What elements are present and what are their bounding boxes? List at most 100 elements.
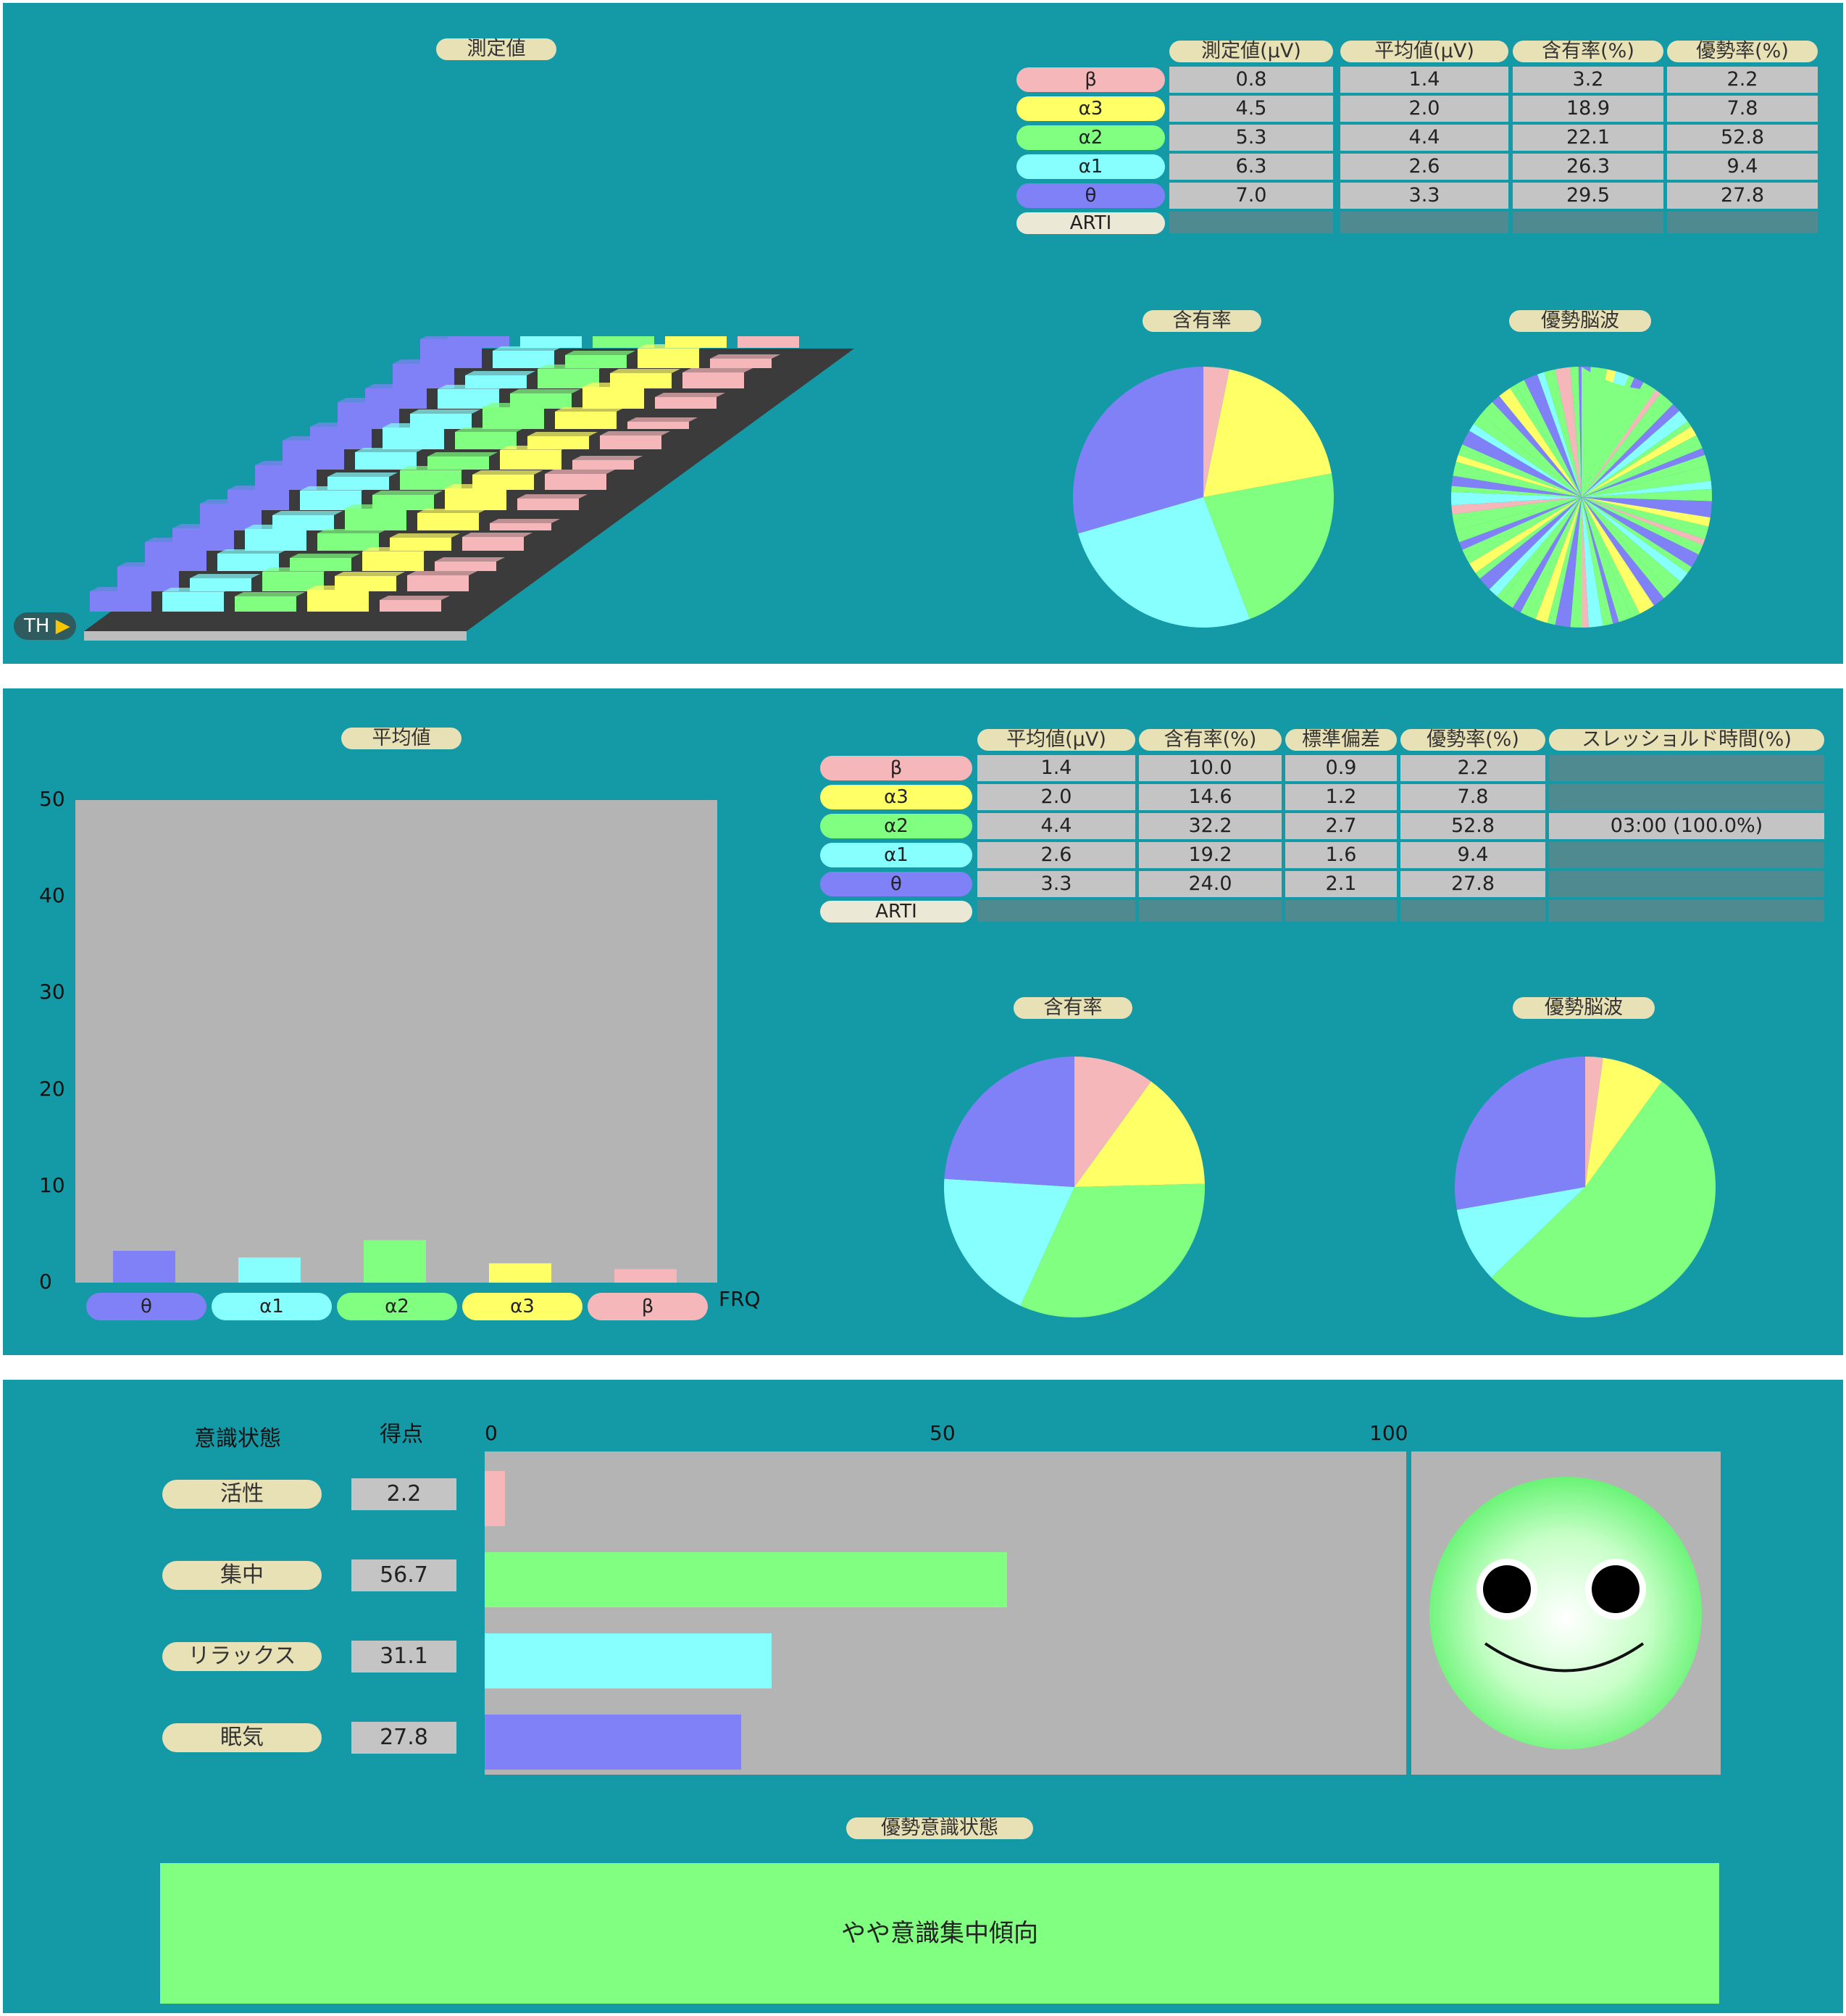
spectrum-bar: [490, 523, 551, 530]
dominant-wave-title: 優勢脳波: [1509, 310, 1651, 332]
spectrum-bar-top: [655, 393, 725, 397]
spectrum-bar-top: [517, 494, 588, 499]
spectrum-bar: [435, 562, 496, 571]
t2-cell: 0.9: [1285, 755, 1397, 781]
spectrum-bar-top: [565, 351, 635, 355]
content-rate-pie-2: [944, 1057, 1205, 1317]
play-triangle-icon: ▶: [55, 615, 70, 637]
pie1b-slice: [1582, 393, 1674, 497]
pie1b-slice: [1582, 497, 1705, 546]
pie2b-slice-3: [1456, 1187, 1585, 1278]
spectrum-bar-top: [435, 557, 505, 562]
t2-cell: 2.1: [1285, 871, 1397, 897]
pie1b-slice: [1582, 497, 1703, 555]
t1-cell: 4.4: [1340, 125, 1508, 151]
spectrum-bar: [500, 450, 561, 470]
spectrum-3d-chart: [84, 336, 854, 641]
spectrum-bar: [682, 372, 744, 388]
spectrum-bar: [355, 452, 417, 470]
pie1b-slice: [1520, 497, 1582, 620]
pie1b-slice: [1582, 497, 1619, 624]
t2-cell: [1549, 900, 1824, 922]
pie1b-slice: [1582, 497, 1711, 527]
t1-cell: 22.1: [1513, 125, 1663, 151]
t2-cell: [1549, 842, 1824, 868]
pie1b-slice: [1451, 475, 1582, 497]
state-score-3: 27.8: [351, 1722, 456, 1754]
spectrum-bar-top: [545, 470, 615, 474]
t1-cell: 2.2: [1667, 67, 1818, 93]
t2-cell: 2.2: [1400, 755, 1545, 781]
pie1b-slice: [1582, 421, 1692, 497]
content-rate-pie: [1073, 367, 1334, 628]
spectrum-bar: [307, 590, 369, 612]
pie1b-slice: [1537, 372, 1582, 497]
spectrum-bar: [407, 575, 469, 591]
pie1b-slice: [1582, 497, 1603, 628]
t2-cell: 9.4: [1400, 842, 1545, 868]
t2-header-0: 平均値(μV): [977, 729, 1135, 751]
spectrum-bar-top: [372, 491, 443, 495]
spectrum-bar: [245, 529, 306, 551]
pie1a-slice-0: [1203, 367, 1229, 497]
spectrum-bar-top: [627, 417, 698, 422]
pie2a-slice-0: [1074, 1057, 1151, 1187]
spectrum-bar-top: [145, 538, 215, 542]
t1-cell: 5.3: [1169, 125, 1333, 151]
y-tick-1: 10: [39, 1172, 65, 1197]
t2-cell: 1.4: [977, 755, 1135, 781]
score-axis-tick-2: 100: [1369, 1421, 1408, 1445]
pie1b-slice: [1535, 497, 1582, 623]
t1-band-2: α2: [1016, 125, 1165, 150]
spectrum-bar: [517, 499, 579, 510]
y-tick-4: 40: [39, 883, 65, 908]
spectrum-bar-top: [462, 533, 532, 537]
t2-cell: 52.8: [1400, 813, 1545, 839]
pie1a-slice-1: [1203, 369, 1332, 497]
t2-cell: [1549, 784, 1824, 810]
t1-cell: 26.3: [1513, 154, 1663, 180]
pie1b-slice: [1582, 497, 1655, 615]
pie1b-slice: [1451, 491, 1582, 506]
t1-cell: 9.4: [1667, 154, 1818, 180]
pie1b-slice: [1582, 497, 1671, 599]
t1-cell: 18.9: [1513, 96, 1663, 122]
spectrum-bar: [235, 596, 296, 612]
t2-cell: 3.3: [977, 871, 1135, 897]
pie1b-slice: [1570, 367, 1582, 497]
pie1b-slice: [1456, 454, 1582, 497]
spectrum-bar-top: [310, 422, 380, 427]
t1-cell: 6.3: [1169, 154, 1333, 180]
spectrum-bar-top: [445, 484, 515, 488]
pie1b-slice: [1499, 388, 1582, 497]
pie1b-slice: [1515, 380, 1582, 497]
average-bar-plot-area: [75, 800, 717, 1283]
spectrum-bar: [545, 474, 606, 490]
threshold-marker[interactable]: TH ▶: [14, 612, 76, 640]
average-panel: 平均値 FRQ 含有率 優勢脳波 平均値(μV) 含有率(%) 標準偏差 優勢率(%)…: [3, 688, 1843, 1355]
t1-cell: 2.0: [1340, 96, 1508, 122]
spectrum-bar-top: [410, 409, 480, 414]
state-label-0: 活性: [162, 1480, 322, 1509]
spectrum-bar-top: [217, 549, 288, 554]
spectrum-bar: [455, 432, 517, 449]
t1-header-1: 平均値(μV): [1340, 41, 1508, 62]
spectrum-bar-top: [483, 403, 553, 407]
spectrum-bar-top: [338, 398, 408, 402]
spectrum-bar-top: [190, 574, 260, 578]
pie1b-slice: [1475, 497, 1582, 579]
spectrum-bar-top: [90, 587, 160, 591]
pie1b-slice: [1512, 497, 1582, 613]
spectrum-bar-top: [610, 369, 680, 373]
spectrum-bar-top: [400, 466, 470, 470]
pie1b-slice: [1524, 374, 1582, 497]
t2-cell: [1549, 871, 1824, 897]
pie1b-slice: [1462, 430, 1582, 497]
spectrum-bar-top: [317, 529, 388, 533]
spectrum-bar-top: [272, 511, 343, 515]
spectrum-bar-top: [682, 368, 753, 372]
score-axis-tick-0: 0: [485, 1421, 498, 1445]
t1-cell: 29.5: [1513, 183, 1663, 209]
spectrum-bar: [600, 436, 661, 449]
pie1a-slice-4: [1073, 367, 1203, 534]
